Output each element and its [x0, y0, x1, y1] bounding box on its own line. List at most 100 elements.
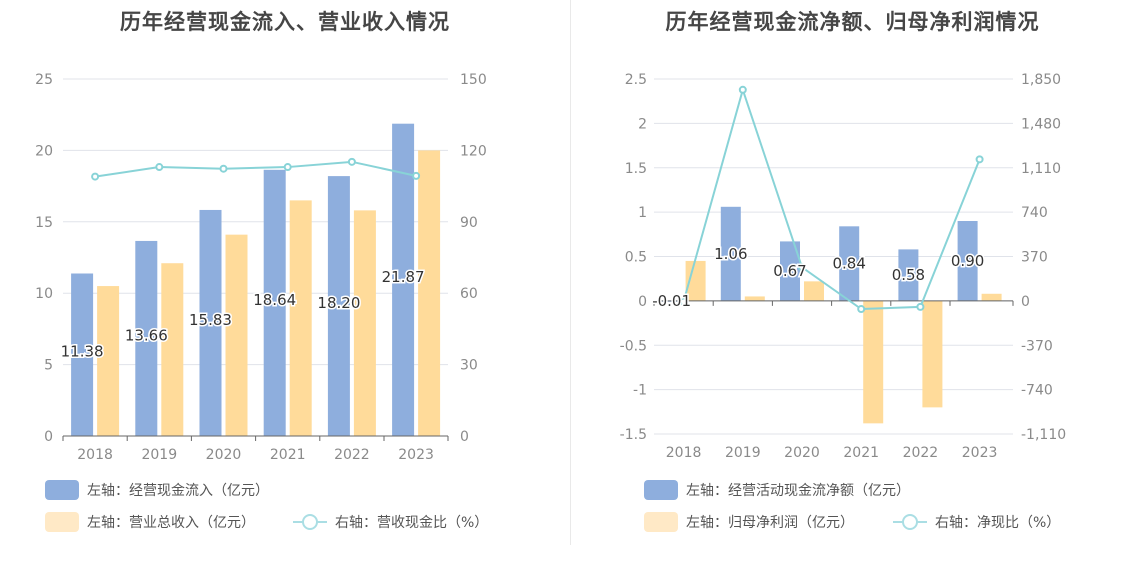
legend-item-ratio[interactable]: 右轴：营收现金比（%）	[293, 512, 488, 532]
y-left-tick-label: 2.5	[625, 72, 647, 88]
y-left-tick-label: 20	[35, 143, 53, 159]
chart-svg: -1.5 -1 -0.5 0 0.5 1 1.5 2 2.5 -1,110 -740 -370 0 370…	[620, 72, 1066, 461]
y-right-tick-label: -1,110	[1021, 427, 1066, 443]
line-series	[94, 160, 417, 178]
x-tick-label: 2020	[206, 447, 242, 463]
bar-2023-series1	[392, 123, 415, 436]
line-point	[916, 302, 925, 311]
y-right-tick-label: 740	[1021, 205, 1048, 221]
y-left-tick-label: 2	[638, 116, 647, 132]
y-right-tick-label: 30	[460, 358, 478, 374]
bar-2021-series1	[263, 169, 286, 436]
legend-item-net-cash-flow[interactable]: 左轴：经营活动现金流净额（亿元）	[644, 480, 910, 500]
y-left-tick-label: 0	[44, 429, 53, 445]
line-point	[347, 157, 356, 166]
bar-2021-series2	[289, 200, 312, 436]
y-left-tick-label: 25	[35, 72, 53, 88]
line-point	[798, 263, 806, 272]
bar-2020-series1	[780, 241, 800, 301]
x-tick-label: 2020	[784, 445, 820, 461]
x-tick-label: 2019	[141, 447, 177, 463]
y-right-tick-label: 120	[460, 143, 487, 159]
legend-item-net-cash-ratio[interactable]: 右轴：净现比（%）	[893, 512, 1060, 532]
bar-2018-series2	[97, 286, 120, 436]
y-right-tick-label: 370	[1021, 250, 1048, 266]
line-point	[738, 85, 747, 94]
data-label: 18.64	[253, 291, 296, 309]
x-tick-label: 2022	[334, 447, 370, 463]
line-point	[155, 163, 164, 172]
legend-line-icon	[893, 512, 927, 532]
y-left-tick-label: -1.5	[620, 427, 647, 443]
x-tick-label: 2021	[270, 447, 306, 463]
line-point	[975, 155, 984, 164]
line-series	[682, 86, 981, 311]
x-tick-label: 2022	[903, 445, 939, 461]
bar-2023-series1	[957, 221, 978, 301]
legend-line-icon	[293, 512, 327, 532]
y-left-tick-label: 0	[638, 294, 647, 310]
bar-2019-series2	[744, 296, 765, 301]
chart-panel-left: 历年经营现金流入、营业收入情况 0 5 10 15 20 25 0 30 60 90 120 150 2…	[35, 10, 488, 532]
data-label: 13.66	[125, 326, 168, 344]
bar-2021-series1	[839, 226, 860, 301]
line-point	[857, 305, 866, 314]
bar-2023-series2	[418, 150, 441, 436]
line-point	[91, 172, 100, 181]
data-label: 0.84	[832, 255, 865, 273]
y-left-tick-label: 15	[35, 215, 53, 231]
line-point	[412, 171, 421, 180]
bar-2022-series1	[898, 249, 919, 301]
line-point	[679, 297, 688, 306]
y-left-tick-label: -1	[633, 383, 647, 399]
bar-2022-series2	[353, 210, 376, 436]
bar-2019-series1	[720, 206, 741, 301]
x-tick-label: 2018	[77, 447, 113, 463]
x-tick-label: 2023	[398, 447, 434, 463]
data-label: 1.06	[714, 245, 747, 263]
y-left-tick-label: 10	[35, 286, 53, 302]
data-label: 0.58	[892, 266, 925, 284]
legend-swatch-bar	[644, 480, 678, 500]
legend-label: 左轴：归母净利润（亿元）	[686, 515, 854, 531]
legend-label: 右轴：净现比（%）	[935, 515, 1061, 531]
y-right-tick-label: 150	[460, 72, 487, 88]
x-tick-label: 2021	[843, 445, 879, 461]
line-point	[219, 164, 228, 173]
y-right-tick-label: 1,480	[1021, 116, 1061, 132]
y-left-tick-label: 5	[44, 358, 53, 374]
x-tick-label: 2019	[725, 445, 761, 461]
y-right-tick-label: 60	[460, 286, 478, 302]
legend-label: 左轴：经营现金流入（亿元）	[87, 483, 269, 499]
bar-2019-series1	[135, 240, 158, 436]
bar-2018-series1	[71, 273, 94, 436]
legend-item-cash-inflow[interactable]: 左轴：经营现金流入（亿元）	[45, 480, 269, 500]
bar-2020-series2	[804, 281, 824, 301]
y-right-tick-label: 0	[460, 429, 469, 445]
legend-swatch-bar	[45, 480, 79, 500]
bar-2022-series2	[922, 300, 943, 408]
chart-panel-right: 历年经营现金流净额、归母净利润情况 -1.5 -1 -0.5 0 0.5 1 1.5 2 2.5…	[571, 0, 1134, 582]
legend-swatch-bar	[644, 512, 678, 532]
data-label: 0.90	[951, 252, 984, 270]
bar-2023-series2	[981, 293, 1002, 301]
data-label: 11.38	[61, 343, 104, 361]
chart-title: 历年经营现金流入、营业收入情况	[120, 10, 450, 34]
data-label: 15.83	[189, 311, 232, 329]
y-right-tick-label: 1,850	[1021, 72, 1061, 88]
legend-item-net-profit[interactable]: 左轴：归母净利润（亿元）	[644, 512, 854, 532]
data-label: 18.20	[317, 294, 360, 312]
data-label: 21.87	[382, 268, 425, 286]
bar-2019-series2	[161, 263, 184, 436]
legend-item-revenue[interactable]: 左轴：营业总收入（亿元）	[45, 512, 255, 532]
panel-divider	[570, 0, 571, 545]
chart-title: 历年经营现金流净额、归母净利润情况	[665, 10, 1040, 34]
legend-label: 右轴：营收现金比（%）	[335, 515, 489, 531]
bar-2018-series2	[685, 260, 706, 301]
y-right-tick-label: 0	[1021, 294, 1030, 310]
data-label: 0.67	[773, 262, 806, 280]
legend-swatch-bar	[45, 512, 79, 532]
x-tick-label: 2023	[962, 445, 998, 461]
y-left-tick-label: 1.5	[625, 161, 647, 177]
y-left-tick-label: 0.5	[625, 250, 647, 266]
